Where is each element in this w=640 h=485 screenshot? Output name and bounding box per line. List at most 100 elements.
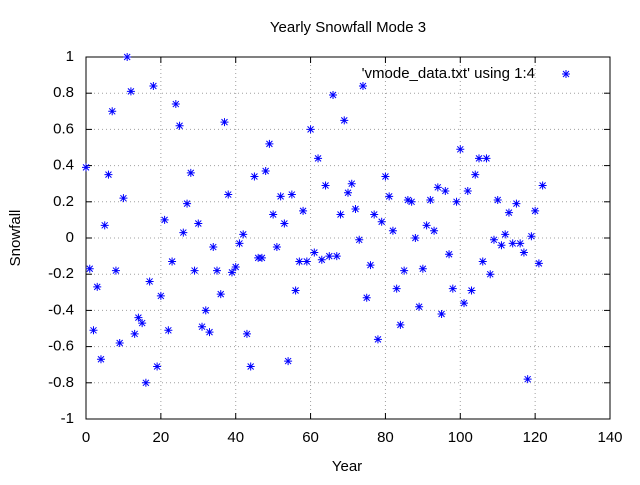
point (437, 310, 446, 319)
x-tick-label: 80 (377, 429, 394, 446)
point (115, 338, 124, 347)
point (224, 190, 233, 199)
point (396, 320, 405, 329)
point (231, 262, 240, 271)
point (100, 221, 109, 230)
point (198, 322, 207, 331)
point (381, 172, 390, 181)
point (403, 195, 412, 204)
point (156, 291, 165, 300)
point (149, 81, 158, 90)
point (418, 264, 427, 273)
point (287, 190, 296, 199)
point (531, 206, 540, 215)
point (82, 163, 90, 172)
point (523, 375, 532, 384)
point (306, 125, 315, 134)
point (463, 186, 472, 195)
point (441, 186, 450, 195)
point (415, 302, 424, 311)
point (534, 259, 543, 268)
point (145, 277, 154, 286)
point (265, 139, 274, 148)
point (235, 239, 244, 248)
point (377, 217, 386, 226)
point (276, 192, 285, 201)
point (497, 241, 506, 250)
point (482, 154, 491, 163)
point (373, 335, 382, 344)
y-tick-label: 0.6 (53, 120, 74, 137)
point (336, 210, 345, 219)
point (220, 118, 229, 127)
point (227, 268, 236, 277)
point (329, 91, 338, 100)
point (269, 210, 278, 219)
point (216, 290, 225, 299)
point (504, 208, 513, 217)
point (493, 195, 502, 204)
x-tick-label: 0 (82, 429, 90, 446)
point (93, 282, 102, 291)
point (478, 257, 487, 266)
point (257, 253, 266, 262)
point (164, 326, 173, 335)
point (250, 172, 259, 181)
point (516, 239, 525, 248)
y-tick-label: 0.2 (53, 193, 74, 210)
point (126, 87, 135, 96)
point (108, 107, 117, 116)
point (448, 284, 457, 293)
point (347, 179, 356, 188)
point (475, 154, 483, 163)
point (321, 181, 330, 190)
x-tick-label: 60 (302, 429, 319, 446)
point (186, 168, 195, 177)
point (89, 326, 98, 335)
point (344, 188, 352, 197)
point (445, 250, 454, 259)
point (239, 230, 248, 239)
point (501, 230, 510, 239)
point (119, 194, 128, 203)
point (104, 170, 113, 179)
point (302, 257, 311, 266)
point (362, 293, 371, 302)
point (111, 266, 120, 275)
point (489, 235, 498, 244)
point (209, 243, 218, 252)
point (460, 299, 469, 308)
point (242, 329, 251, 338)
y-tick-label: 0 (66, 229, 74, 246)
x-tick-label: 120 (523, 429, 548, 446)
point (96, 355, 105, 364)
x-tick-label: 100 (448, 429, 473, 446)
point (213, 266, 221, 275)
point (486, 270, 495, 279)
point (168, 257, 177, 266)
point (452, 197, 461, 206)
chart-title: Yearly Snowfall Mode 3 (270, 19, 426, 36)
point (430, 226, 439, 235)
point (411, 234, 420, 242)
point (201, 306, 210, 315)
point (280, 219, 289, 228)
point (332, 252, 341, 261)
point (194, 219, 203, 228)
point (358, 81, 367, 90)
point (422, 221, 431, 230)
legend-label: 'vmode_data.txt' using 1:4 (362, 65, 535, 82)
y-tick-label: -0.4 (48, 301, 74, 318)
point (295, 257, 304, 266)
y-axis-label: Snowfall (7, 210, 24, 267)
point (314, 154, 323, 163)
point (183, 199, 192, 208)
point (325, 252, 334, 261)
point (538, 181, 547, 190)
x-tick-label: 40 (227, 429, 244, 446)
point (272, 243, 281, 252)
y-tick-label: 1 (66, 48, 74, 65)
point (351, 205, 360, 214)
